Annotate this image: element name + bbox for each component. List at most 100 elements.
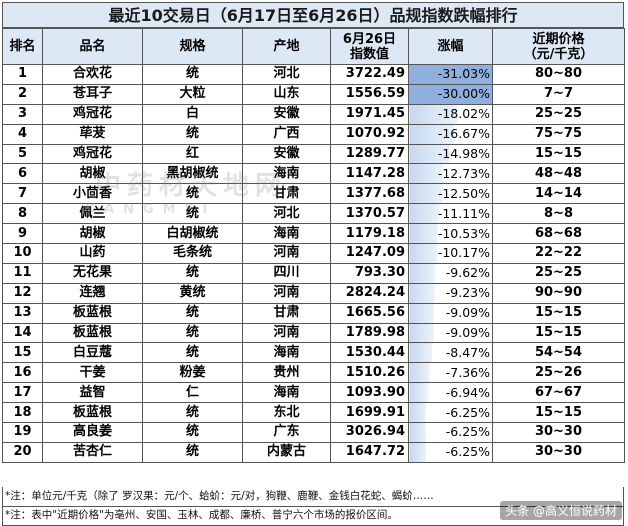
index-value-cell: 793.30 — [330, 262, 409, 284]
header-index-line2: 指数值 — [349, 46, 389, 62]
index-value-cell: 2824.24 — [330, 282, 409, 304]
change-cell: -10.17% — [408, 243, 493, 264]
rank-cell: 12 — [2, 282, 43, 304]
table-row: 8 佩兰统河北 1370.57 -11.11% 8~8 — [2, 203, 625, 225]
rank-cell: 3 — [2, 103, 43, 125]
change-cell: -16.67% — [408, 123, 493, 145]
spec-cell: 统 — [142, 322, 243, 344]
change-cell: -6.25% — [408, 422, 493, 443]
index-value-cell: 1070.92 — [330, 123, 409, 145]
price-cell: 25~26 — [492, 362, 625, 384]
spec-cell: 统 — [142, 203, 243, 225]
header-price-line2: （元/千克） — [523, 46, 594, 62]
origin-cell: 东北 — [242, 402, 331, 424]
name-cell: 板蓝根 — [42, 322, 143, 344]
change-cell: -31.03% — [408, 64, 493, 85]
table-row: 19 高良姜统广东 3026.94 -6.25% 30~30 — [2, 422, 625, 443]
origin-cell: 河南 — [242, 243, 331, 264]
rank-cell: 13 — [2, 302, 43, 324]
spec-cell: 粉姜 — [142, 362, 243, 384]
rank-cell: 6 — [2, 163, 43, 185]
spec-cell: 白胡椒统 — [142, 223, 243, 245]
origin-cell: 四川 — [242, 262, 331, 284]
price-cell: 15~15 — [492, 322, 625, 344]
change-cell: -10.53% — [408, 223, 493, 245]
spec-cell: 统 — [142, 123, 243, 145]
price-cell: 14~14 — [492, 183, 625, 205]
index-value-cell: 1510.26 — [330, 362, 409, 384]
name-cell: 连翘 — [42, 282, 143, 304]
rank-cell: 9 — [2, 223, 43, 245]
table-row: 2 苍耳子 大粒 山东 1556.59 -30.00% 7~7 — [2, 83, 625, 105]
table-row: 18 板蓝根统东北 1699.91 -6.25% 15~15 — [2, 402, 625, 424]
header-index-line1: 6月26日 — [342, 31, 397, 47]
change-cell: -9.62% — [408, 262, 493, 284]
price-cell: 67~67 — [492, 382, 625, 404]
origin-cell: 海南 — [242, 382, 331, 404]
header-price: 近期价格 （元/千克） — [492, 28, 625, 65]
index-value-cell: 1179.18 — [330, 223, 409, 245]
origin-cell: 山东 — [242, 83, 331, 105]
index-value-cell: 1093.90 — [330, 382, 409, 404]
footnote-units: *注：单位元/千克（除了 罗汉果：元/个、蛤蚧：元/对，狗鞭、鹿鞭、金钱白花蛇、… — [2, 487, 624, 507]
price-cell: 8~8 — [492, 203, 625, 225]
index-value-cell: 1370.57 — [330, 203, 409, 225]
change-cell: -8.47% — [408, 342, 493, 364]
origin-cell: 河北 — [242, 64, 331, 85]
origin-cell: 海南 — [242, 342, 331, 364]
origin-cell: 甘肃 — [242, 302, 331, 324]
price-cell: 15~15 — [492, 302, 625, 324]
change-cell: -18.02% — [408, 103, 493, 125]
header-name: 品名 — [42, 28, 143, 65]
origin-cell: 广东 — [242, 422, 331, 443]
report-title: 最近10交易日（6月17日至6月26日）品规指数跌幅排行 — [2, 2, 624, 28]
name-cell: 苍耳子 — [42, 83, 143, 105]
change-cell: -12.50% — [408, 183, 493, 205]
price-cell: 68~68 — [492, 223, 625, 245]
change-cell: -11.11% — [408, 203, 493, 225]
change-cell: -6.25% — [408, 402, 493, 424]
name-cell: 合欢花 — [42, 64, 143, 85]
name-cell: 佩兰 — [42, 203, 143, 225]
header-rank: 排名 — [2, 28, 43, 65]
name-cell: 鸡冠花 — [42, 103, 143, 125]
header-spec: 规格 — [142, 28, 243, 65]
header-price-line1: 近期价格 — [532, 31, 585, 47]
origin-cell: 甘肃 — [242, 183, 331, 205]
index-value-cell: 3026.94 — [330, 422, 409, 443]
header-change: 涨幅 — [408, 28, 493, 65]
table-row: 9 胡椒 白胡椒统 海南 1179.18 -10.53% 68~68 — [2, 223, 625, 245]
table-row: 4 荜茇统广西 1070.92 -16.67% 75~75 — [2, 123, 625, 145]
spec-cell: 仁 — [142, 382, 243, 404]
spec-cell: 统 — [142, 302, 243, 324]
origin-cell: 安徽 — [242, 103, 331, 125]
price-cell: 54~54 — [492, 342, 625, 364]
rank-cell: 4 — [2, 123, 43, 145]
index-value-cell: 1699.91 — [330, 402, 409, 424]
name-cell: 胡椒 — [42, 163, 143, 185]
spec-cell: 统 — [142, 262, 243, 284]
name-cell: 干姜 — [42, 362, 143, 384]
name-cell: 板蓝根 — [42, 302, 143, 324]
rank-cell: 17 — [2, 382, 43, 404]
table-row: 1 合欢花统河北 3722.49 -31.03% 80~80 — [2, 64, 625, 85]
change-cell: -9.09% — [408, 302, 493, 324]
price-cell: 30~30 — [492, 422, 625, 443]
rank-cell: 16 — [2, 362, 43, 384]
price-cell: 25~25 — [492, 103, 625, 125]
rank-cell: 20 — [2, 441, 43, 463]
origin-cell: 河南 — [242, 322, 331, 344]
rank-cell: 18 — [2, 402, 43, 424]
price-cell: 75~75 — [492, 123, 625, 145]
table-row: 15 白豆蔻统海南 1530.44 -8.47% 54~54 — [2, 342, 625, 364]
origin-cell: 海南 — [242, 163, 331, 185]
spec-cell: 统 — [142, 342, 243, 364]
origin-cell: 海南 — [242, 223, 331, 245]
table-row: 12 连翘 黄统 河南 2824.24 -9.23% 90~90 — [2, 282, 625, 304]
change-cell: -9.09% — [408, 322, 493, 344]
spec-cell: 统 — [142, 402, 243, 424]
index-value-cell: 1789.98 — [330, 322, 409, 344]
spec-cell: 大粒 — [142, 83, 243, 105]
spec-cell: 统 — [142, 64, 243, 85]
index-value-cell: 1556.59 — [330, 83, 409, 105]
